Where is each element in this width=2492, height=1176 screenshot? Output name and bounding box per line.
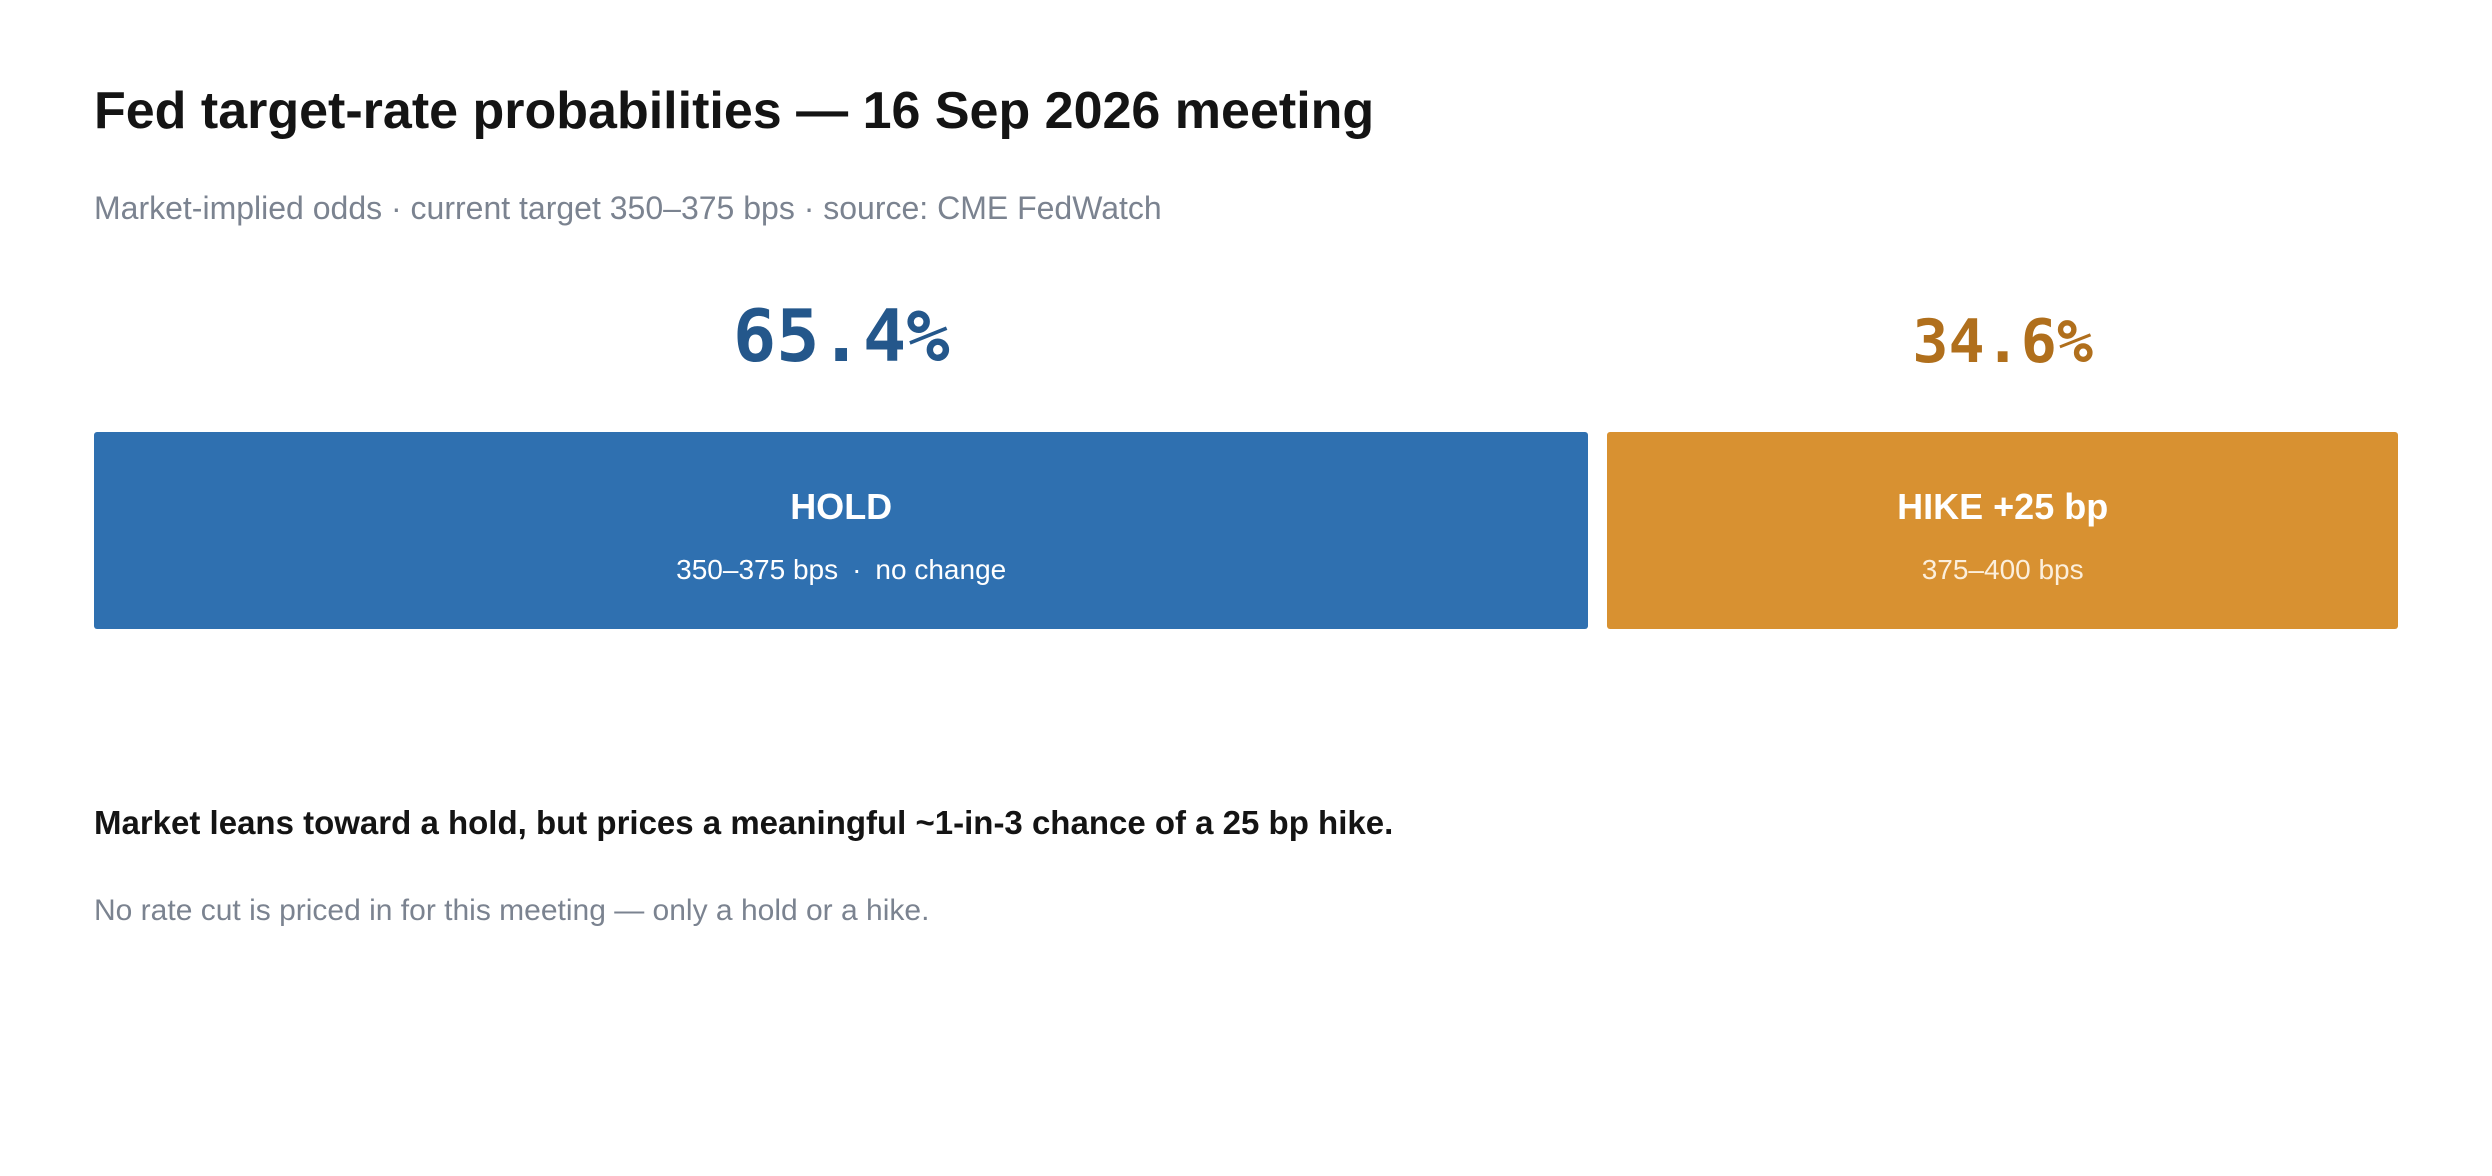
summary-note: No rate cut is priced in for this meetin… (94, 894, 930, 927)
chart-page: Fed target-rate probabilities — 16 Sep 2… (94, 0, 2398, 1176)
hike-bar-label: HIKE +25 bp (1897, 486, 2109, 527)
hold-bar-label: HOLD (790, 486, 893, 527)
hike-probability-label: 34.6% (1912, 307, 2093, 377)
hike-bar-detail: 375–400 bps (1607, 554, 2398, 586)
hold-bar: HOLD 350–375 bps · no change (94, 432, 1589, 629)
hold-bar-detail: 350–375 bps · no change (94, 554, 1588, 586)
hold-range: 350–375 bps (676, 554, 839, 585)
page-subtitle: Market-implied odds · current target 350… (94, 190, 1162, 226)
page-title: Fed target-rate probabilities — 16 Sep 2… (94, 82, 1375, 140)
hold-probability-label: 65.4% (732, 294, 950, 378)
hike-range: 375–400 bps (1921, 554, 2084, 585)
detail-separator: · (852, 554, 862, 585)
hold-note: no change (875, 554, 1007, 585)
summary-headline: Market leans toward a hold, but prices a… (94, 804, 1394, 841)
hike-bar: HIKE +25 bp 375–400 bps (1607, 432, 2398, 629)
